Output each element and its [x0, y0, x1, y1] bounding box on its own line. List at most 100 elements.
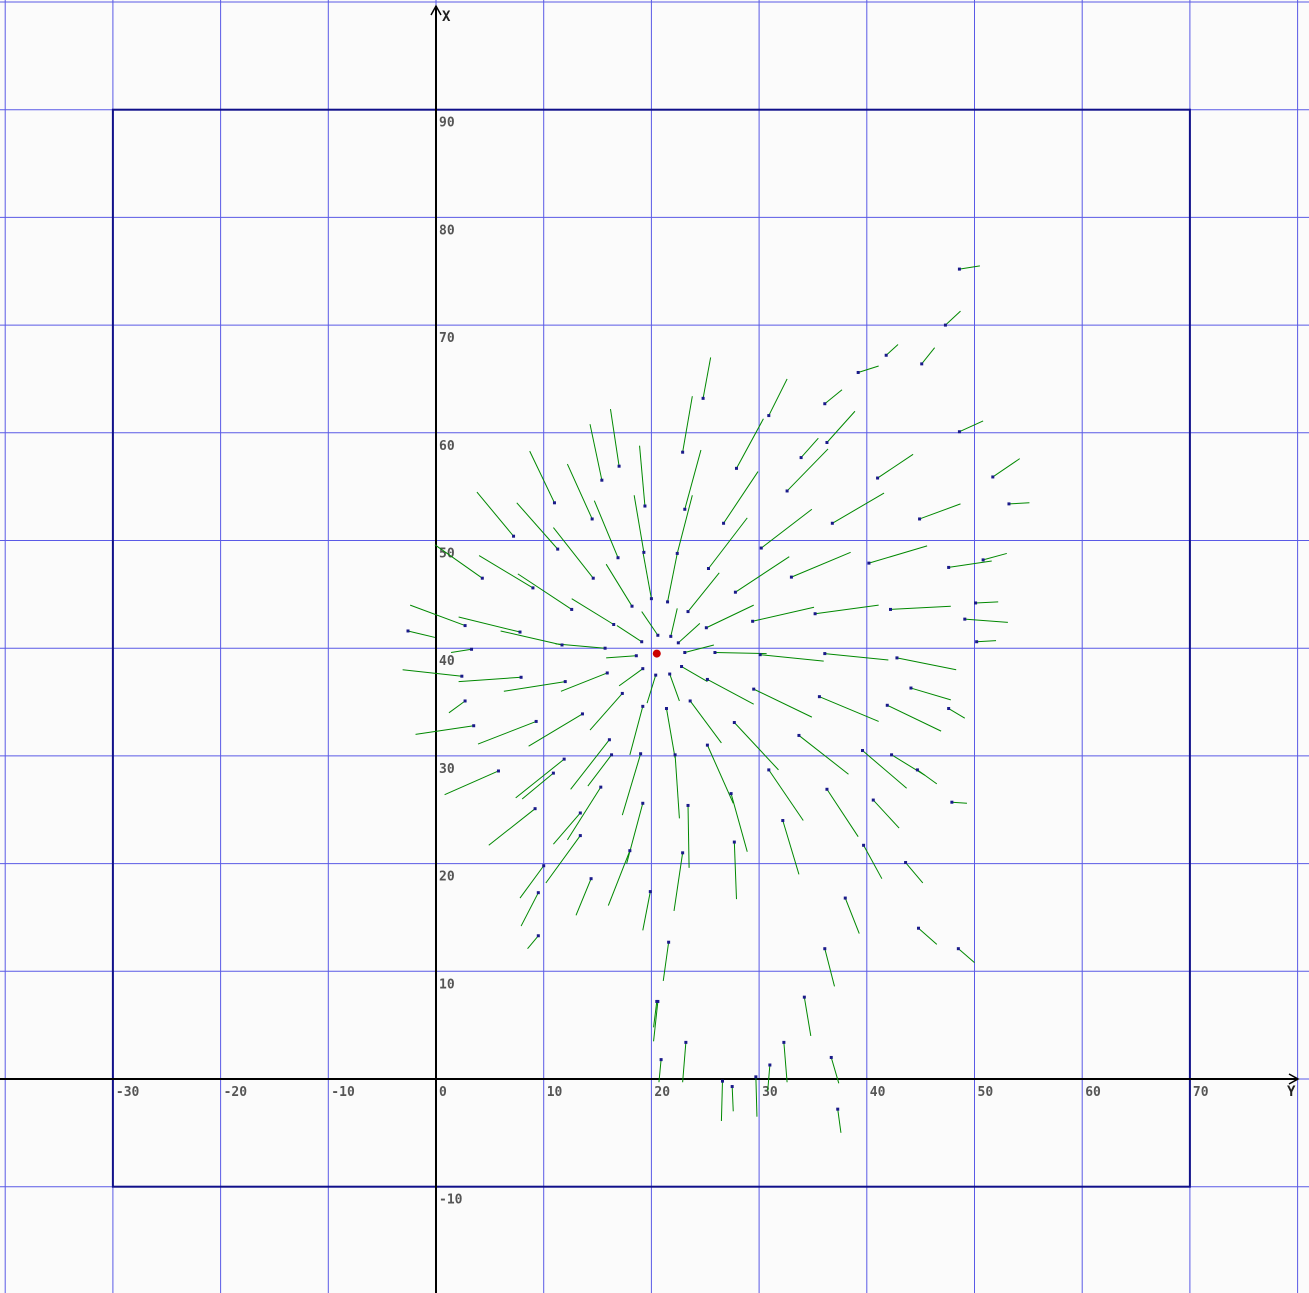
- vector-line: [760, 508, 813, 549]
- vector-line: [458, 676, 522, 683]
- vector-tip: [991, 475, 995, 479]
- vector-line: [760, 654, 824, 662]
- vector-line: [633, 495, 645, 553]
- vector-line: [560, 672, 608, 692]
- vector-line: [768, 378, 788, 416]
- vector-tip: [957, 430, 961, 434]
- vector-tip: [722, 521, 726, 525]
- vector-tip: [876, 476, 880, 480]
- vector-line: [684, 644, 714, 653]
- vector-tip: [676, 641, 680, 645]
- vector-tip: [920, 362, 924, 366]
- vector-line: [837, 1109, 842, 1133]
- vector-tip: [701, 396, 705, 400]
- vector-tip: [669, 634, 673, 638]
- vector-tip: [460, 674, 464, 678]
- vector-line: [677, 623, 701, 644]
- vector-line: [951, 801, 967, 804]
- vector-tip: [639, 752, 643, 756]
- vector-tip: [884, 353, 888, 357]
- vector-line: [503, 681, 566, 692]
- vector-tip: [947, 707, 951, 711]
- vector-tip: [578, 811, 582, 815]
- vector-tip: [885, 703, 889, 707]
- horizontal-tick-label: 50: [978, 1085, 994, 1100]
- vector-line: [605, 563, 633, 607]
- vector-tip: [823, 402, 827, 406]
- vector-line: [528, 713, 583, 747]
- vector-tip: [406, 629, 410, 633]
- vector-tip: [830, 521, 834, 525]
- vector-line: [1008, 502, 1030, 505]
- vector-line: [824, 948, 835, 987]
- vector-tip: [758, 653, 762, 657]
- vector-tip: [536, 934, 540, 938]
- vector-line: [730, 793, 748, 852]
- vector-line: [682, 1042, 687, 1083]
- vector-line: [402, 669, 462, 677]
- vector-tip: [871, 798, 875, 802]
- vector-tip: [713, 651, 717, 655]
- vector-line: [520, 892, 539, 927]
- vector-tip: [732, 840, 736, 844]
- vector-tip: [704, 626, 708, 630]
- vector-tip: [916, 926, 920, 930]
- vector-line: [415, 725, 474, 735]
- vector-tip: [612, 623, 616, 627]
- vector-line: [521, 772, 554, 800]
- vector-line: [662, 942, 670, 982]
- vector-line: [670, 608, 678, 637]
- vector-tip: [706, 567, 710, 571]
- horizontal-tick-label: 30: [762, 1085, 778, 1100]
- vector-line: [687, 572, 720, 612]
- vector-tip: [975, 640, 979, 644]
- vector-tip: [560, 643, 564, 647]
- vector-line: [975, 601, 999, 604]
- vector-line: [451, 648, 472, 654]
- vertical-tick-label: 30: [439, 762, 455, 777]
- vector-tip: [956, 947, 960, 951]
- vector-tip: [463, 699, 467, 703]
- vector-line: [905, 862, 924, 884]
- horizontal-tick-label: -30: [116, 1085, 140, 1100]
- vector-tip: [767, 414, 771, 418]
- vector-tip: [531, 586, 535, 590]
- vector-tip: [463, 624, 467, 628]
- vector-line: [702, 357, 712, 399]
- vector-tip: [684, 1040, 688, 1044]
- vector-line: [824, 389, 843, 405]
- vector-line: [918, 927, 938, 945]
- vector-tip: [732, 721, 736, 725]
- vector-line: [872, 799, 900, 829]
- vector-tip: [829, 1055, 833, 1059]
- vector-tip: [789, 575, 793, 579]
- vector-tip: [649, 597, 653, 601]
- vector-line: [945, 310, 961, 326]
- vector-tip: [641, 704, 645, 708]
- vector-line: [682, 396, 693, 453]
- vector-line: [555, 643, 606, 649]
- vector-line: [755, 1076, 758, 1117]
- vector-tip: [617, 464, 621, 468]
- vector-line: [674, 754, 680, 819]
- vector-tip: [683, 507, 687, 511]
- vector-line: [826, 410, 856, 443]
- vector-tip: [1007, 502, 1011, 506]
- vector-line: [478, 555, 534, 589]
- vector-tip: [480, 576, 484, 580]
- vector-line: [708, 517, 748, 569]
- vector-tip: [909, 686, 913, 690]
- horizontal-tick-label: 10: [547, 1085, 563, 1100]
- vector-line: [529, 450, 555, 504]
- vector-tip: [729, 792, 733, 796]
- vector-line: [826, 789, 859, 837]
- vector-tip: [817, 695, 821, 699]
- vector-line: [736, 418, 764, 469]
- vector-tip: [734, 466, 738, 470]
- vector-line: [885, 344, 899, 356]
- vector-line: [819, 696, 879, 722]
- vector-line: [444, 770, 499, 796]
- vector-line: [434, 544, 483, 579]
- vector-line: [803, 997, 812, 1037]
- vector-line: [767, 1064, 771, 1091]
